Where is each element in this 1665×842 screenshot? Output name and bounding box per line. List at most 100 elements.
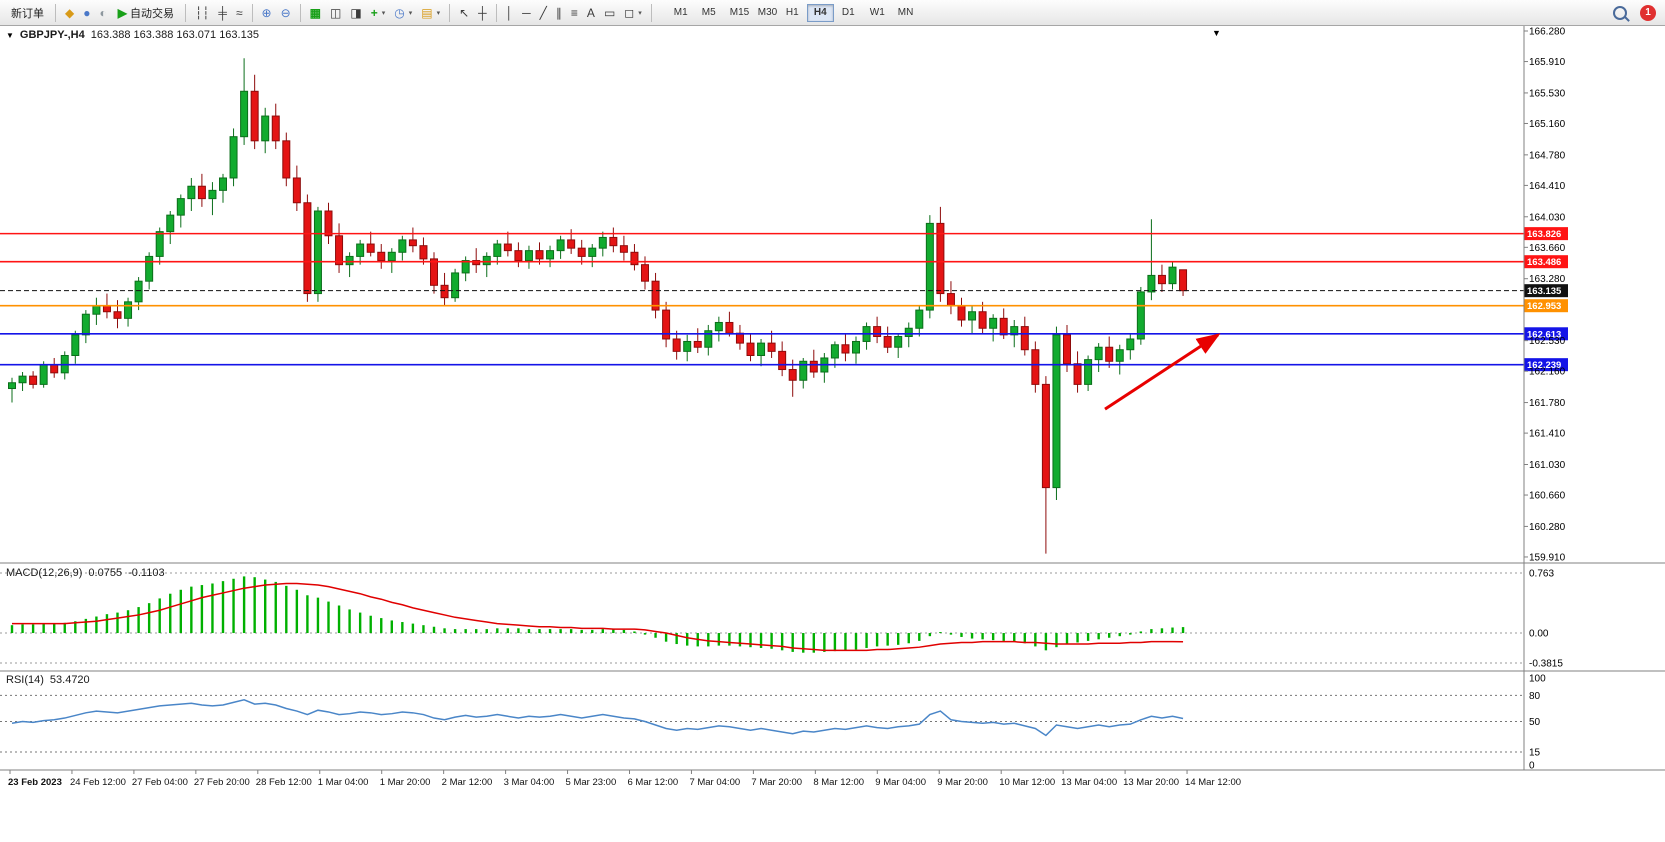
- market-watch-button[interactable]: ◆: [61, 3, 78, 23]
- macd-main-value: 0.0755: [88, 567, 123, 579]
- candle: [240, 90, 249, 138]
- terminal-button[interactable]: ◐: [95, 3, 110, 23]
- time-label: 2 Mar 12:00: [442, 777, 493, 788]
- candle: [39, 364, 48, 385]
- cursor-tool-button[interactable]: ↖: [455, 3, 473, 23]
- rsi-name: RSI(14): [6, 674, 44, 686]
- time-label: 6 Mar 12:00: [628, 777, 679, 788]
- candle: [609, 236, 618, 247]
- toolbar-separator: [650, 3, 652, 22]
- shapes-icon: ◻: [624, 5, 635, 20]
- time-label: 7 Mar 20:00: [751, 777, 802, 788]
- vertical-line-tool-button[interactable]: │: [502, 3, 518, 23]
- timeframe-button-m1[interactable]: M1: [667, 4, 694, 22]
- price-tick-label: 164.780: [1529, 150, 1566, 161]
- chart-title-symbol: GBPJPY-,H4: [19, 29, 85, 41]
- notification-badge[interactable]: 1: [1640, 4, 1656, 21]
- periods-clock-icon: ◷: [394, 5, 405, 20]
- chart-window: 163.826 163.486 163.135 162.953 162.613 162.2…: [0, 26, 1665, 842]
- candle: [725, 321, 734, 334]
- crosshair-icon: ┼: [478, 5, 487, 20]
- candle: [873, 326, 882, 338]
- macd-axis-label: 0.00: [1529, 629, 1549, 640]
- line-chart-mode-button[interactable]: ≈: [232, 3, 247, 23]
- time-label: 9 Mar 04:00: [875, 777, 926, 788]
- candle: [313, 210, 322, 295]
- fibonacci-tool-button[interactable]: ≡: [567, 3, 582, 23]
- symbol-dropdown-icon[interactable]: ▼: [6, 30, 14, 40]
- candle: [482, 255, 491, 266]
- zoom-out-button[interactable]: ⊖: [277, 3, 295, 23]
- timeframe-button-w1[interactable]: W1: [863, 4, 890, 22]
- candle: [430, 258, 438, 286]
- channel-tool-button[interactable]: ∥: [552, 3, 566, 23]
- templates-button[interactable]: ▤ ▾: [417, 3, 444, 23]
- price-tag-label: 162.613: [1527, 329, 1561, 340]
- auto-trading-label: 自动交易: [129, 7, 174, 20]
- chart-title-ohlc: 163.388 163.388 163.071 163.135: [90, 29, 259, 41]
- candle: [1105, 346, 1114, 362]
- search-icon[interactable]: [1613, 5, 1627, 20]
- candle: [335, 235, 344, 266]
- terminal-icon: ◐: [99, 5, 107, 20]
- price-axis[interactable]: 166.280 165.910 165.530 165.160 164.780 164.4…: [1523, 26, 1566, 770]
- time-label: 5 Mar 23:00: [566, 777, 617, 788]
- candle: [1020, 326, 1029, 351]
- timeframe-button-m15[interactable]: M15: [723, 4, 750, 22]
- candle: [398, 239, 407, 253]
- chart-title: ▼ GBPJPY-,H4 163.388 163.388 163.071 163…: [6, 29, 259, 41]
- rsi-axis-label: 80: [1529, 691, 1541, 702]
- timeframe-button-h4[interactable]: H4: [806, 3, 834, 22]
- candle: [145, 255, 154, 282]
- crosshair-tool-button[interactable]: ┼: [474, 3, 491, 23]
- time-axis[interactable]: 23 Feb 2023 24 Feb 12:00 27 Feb 04:00 27 Fe…: [8, 770, 1241, 788]
- zoom-in-button[interactable]: ⊕: [258, 3, 276, 23]
- time-label: 10 Mar 12:00: [999, 777, 1055, 788]
- rsi-indicator-label: RSI(14) 53.4720: [6, 674, 90, 686]
- candle: [788, 369, 797, 381]
- timeframe-button-m5[interactable]: M5: [695, 4, 722, 22]
- candle: [1168, 266, 1177, 285]
- tile-windows-button[interactable]: ▦: [306, 3, 325, 23]
- candle: [271, 115, 280, 142]
- auto-trading-button[interactable]: ▶ 自动交易: [112, 3, 180, 23]
- candlestick-mode-button[interactable]: ╪: [214, 3, 231, 23]
- trend-arrow-annotation[interactable]: [1104, 333, 1221, 411]
- time-label: 3 Mar 04:00: [504, 777, 555, 788]
- timeframe-button-m30[interactable]: M30: [751, 4, 778, 22]
- scroll-end-marker-icon[interactable]: ▼: [1212, 28, 1221, 38]
- label-tool-button[interactable]: ▭: [600, 3, 619, 23]
- candle: [915, 309, 924, 329]
- candle: [124, 301, 133, 319]
- horizontal-line-tool-button[interactable]: ─: [518, 3, 535, 23]
- candle: [535, 250, 544, 260]
- candlesticks: [8, 58, 1188, 554]
- candle: [324, 210, 333, 237]
- candle: [1115, 349, 1124, 362]
- text-tool-button[interactable]: A: [583, 3, 599, 23]
- price-tag: [1524, 284, 1568, 298]
- chart-canvas[interactable]: 163.826 163.486 163.135 162.953 162.613 162.2…: [0, 26, 1665, 842]
- candle: [662, 309, 671, 340]
- timeframe-button-d1[interactable]: D1: [835, 4, 862, 22]
- candle: [155, 231, 164, 257]
- timeframe-button-mn[interactable]: MN: [891, 4, 918, 22]
- trendline-tool-button[interactable]: ╱: [536, 3, 551, 23]
- add-indicator-button[interactable]: + ▾: [367, 3, 390, 23]
- candle: [799, 360, 808, 381]
- candle: [757, 342, 766, 356]
- timeframe-button-h1[interactable]: H1: [779, 4, 806, 22]
- chart-shift-button[interactable]: ◨: [346, 3, 365, 23]
- periods-button[interactable]: ◷ ▾: [390, 3, 416, 23]
- rsi-axis-label: 50: [1529, 717, 1541, 728]
- navigator-button[interactable]: ●: [79, 3, 94, 23]
- candle: [546, 250, 555, 260]
- price-tick-label: 165.160: [1529, 119, 1566, 130]
- shapes-tool-button[interactable]: ◻ ▾: [620, 3, 645, 23]
- bar-chart-mode-button[interactable]: ┆┆: [191, 3, 213, 23]
- new-chart-button[interactable]: ◫: [326, 3, 345, 23]
- time-label: 1 Mar 20:00: [380, 777, 431, 788]
- new-order-button[interactable]: 新订单: [5, 3, 50, 23]
- candle: [303, 202, 312, 295]
- market-watch-icon: ◆: [65, 5, 75, 20]
